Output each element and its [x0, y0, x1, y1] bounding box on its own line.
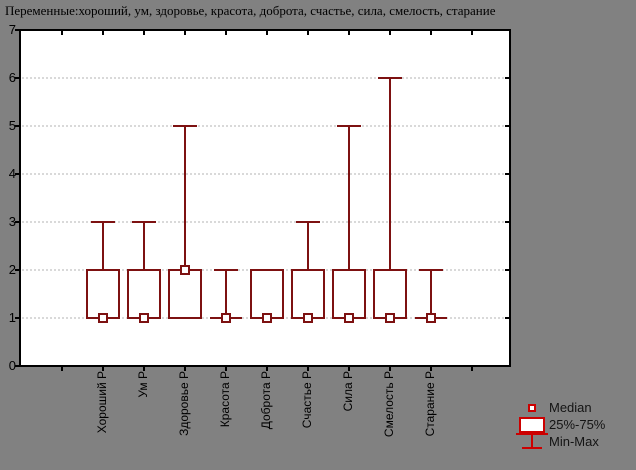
- box-plot-6: [291, 221, 325, 323]
- median-marker: [98, 313, 108, 323]
- median-marker: [262, 313, 272, 323]
- minmax-whisker-icon: [516, 433, 548, 450]
- box-plot-4: [210, 269, 242, 323]
- box-plot-7: [332, 125, 366, 323]
- quartile-box: [250, 269, 284, 319]
- legend-label-minmax: Min-Max: [549, 434, 599, 449]
- x-axis-label-4: Красота Р: [218, 371, 232, 428]
- y-axis-label-4: 4: [8, 166, 16, 181]
- y-axis-label-2: 2: [8, 262, 16, 277]
- whisker-top-bar: [516, 433, 548, 435]
- median-marker: [139, 313, 149, 323]
- median-marker: [385, 313, 395, 323]
- x-axis-label-8: Смелость Р: [382, 371, 396, 438]
- median-marker: [221, 313, 231, 323]
- quartile-box: [291, 269, 325, 319]
- plot-border: [19, 29, 511, 367]
- whisker-stem: [531, 435, 533, 447]
- box-plot-8: [373, 77, 407, 323]
- box-plot-3: [168, 125, 202, 319]
- quartile-box-icon: [519, 416, 545, 433]
- median-marker-icon: [528, 403, 536, 412]
- quartile-box: [86, 269, 120, 319]
- y-axis-label-1: 1: [8, 310, 16, 325]
- chart-title: Переменные:хороший, ум, здоровье, красот…: [5, 3, 496, 18]
- median-marker: [344, 313, 354, 323]
- y-axis-label-3: 3: [8, 214, 16, 229]
- x-axis-label-1: Хороший Р: [95, 371, 109, 434]
- quartile-box: [373, 269, 407, 319]
- legend-item-minmax: Min-Max: [515, 433, 605, 450]
- x-axis-label-6: Счастье Р: [300, 371, 314, 429]
- legend-item-quartile-box: 25%-75%: [515, 416, 605, 433]
- legend-icon-cell: [515, 399, 549, 416]
- y-axis-label-5: 5: [8, 118, 16, 133]
- box-plot-2: [127, 221, 161, 323]
- legend-label-quartiles: 25%-75%: [549, 417, 606, 432]
- y-axis-label-6: 6: [8, 70, 16, 85]
- x-axis-label-2: Ум Р: [136, 371, 150, 398]
- x-axis-label-3: Здоровье Р: [177, 371, 191, 436]
- median-marker: [303, 313, 313, 323]
- box-plot-1: [86, 221, 120, 323]
- legend-icon-cell: [515, 433, 549, 450]
- quartile-box: [332, 269, 366, 319]
- legend-label-median: Median: [549, 400, 592, 415]
- x-axis-label-9: Старание Р: [423, 371, 437, 437]
- box-plot-5: [250, 269, 284, 323]
- median-marker: [180, 265, 190, 275]
- legend: Median 25%-75% Min-Max: [515, 399, 605, 450]
- x-axis-label-5: Доброта Р: [259, 371, 273, 430]
- legend-item-median: Median: [515, 399, 605, 416]
- quartile-box: [127, 269, 161, 319]
- x-axis-label-7: Сила Р: [341, 371, 355, 412]
- y-axis-label-0: 0: [8, 358, 16, 373]
- box-plot-9: [415, 269, 447, 323]
- quartile-box: [168, 269, 202, 319]
- legend-icon-cell: [515, 416, 549, 433]
- whisker-bottom-bar: [522, 447, 542, 449]
- median-marker: [426, 313, 436, 323]
- y-axis-label-7: 7: [8, 22, 16, 37]
